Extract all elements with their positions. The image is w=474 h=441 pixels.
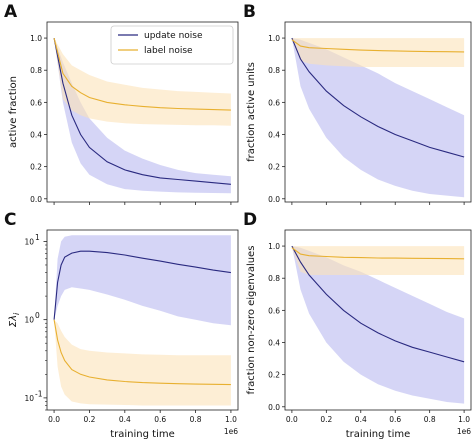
label-noise-band — [291, 246, 465, 275]
x-tick-label: 0.0 — [286, 415, 298, 424]
update-noise-line — [53, 250, 231, 320]
x-multiplier: 1e6 — [457, 427, 471, 436]
y-tick-label: 0.8 — [268, 274, 280, 283]
update-noise-band — [291, 246, 465, 404]
y-tick-label: 0.8 — [268, 66, 280, 75]
x-tick-label: 0.8 — [190, 415, 202, 424]
y-tick-label: 0.2 — [268, 163, 280, 172]
x-tick-label: 0.6 — [389, 415, 401, 424]
update-noise-line — [291, 37, 465, 158]
axes-frame — [46, 21, 239, 203]
label-noise-band — [291, 38, 465, 67]
y-tick-label: 0.6 — [30, 98, 42, 107]
panel-letter: B — [243, 2, 256, 22]
x-axis-label: training time — [110, 429, 175, 440]
y-tick-label: 0.2 — [268, 371, 280, 380]
y-axis-label-subscript: i — [12, 312, 21, 315]
label-noise-line — [291, 39, 465, 53]
panel-a: 0.0 0.2 0.4 0.6 0.8 1.0 active fraction Aupdate… — [4, 2, 239, 205]
y-tick-exponent: 0 — [35, 311, 40, 320]
x-tick-label: 0.4 — [355, 415, 367, 424]
x-tick-label: 0.6 — [154, 415, 166, 424]
update-noise-line — [291, 245, 465, 363]
panel-d: 0.0 0.2 0.4 0.6 0.8 1.0 0.0 0.2 0.4 0.6 0.8 1.0 trai… — [243, 210, 472, 440]
y-tick-label: 10 — [24, 316, 34, 325]
y-tick-label: 0.8 — [30, 66, 42, 75]
y-axis-label: fraction active units — [246, 62, 257, 162]
x-tick-label: 1.0 — [458, 415, 470, 424]
y-tick-label: 1.0 — [268, 242, 280, 251]
update-noise-band — [291, 38, 465, 198]
label-noise-line — [53, 319, 231, 386]
y-tick-exponent: 1 — [35, 233, 40, 242]
y-axis-label: fraction non-zero eigenvalues — [246, 246, 257, 395]
x-axis-label: training time — [346, 429, 411, 440]
x-multiplier: 1e6 — [224, 427, 238, 436]
panel-letter: C — [4, 210, 16, 230]
y-tick-label: 0.2 — [30, 163, 42, 172]
y-tick-label: 10 — [24, 394, 34, 403]
update-noise-line — [53, 37, 231, 185]
y-tick-label: 0.4 — [30, 131, 42, 140]
legend-label-label: label noise — [144, 46, 193, 56]
y-tick-exponent: -1 — [35, 389, 43, 398]
y-tick-label: 0.0 — [268, 403, 280, 412]
x-tick-label: 1.0 — [225, 415, 237, 424]
panel-letter: D — [243, 210, 257, 230]
y-tick-label: 10 — [24, 237, 34, 246]
y-tick-label: 1.0 — [268, 34, 280, 43]
legend-label-update: update noise — [144, 31, 203, 41]
y-tick-label: 0.0 — [30, 195, 42, 204]
y-axis-label: Σλi — [8, 312, 21, 327]
y-axis-label: active fraction — [8, 76, 19, 148]
update-noise-band — [54, 235, 231, 326]
label-noise-line — [291, 247, 465, 260]
y-tick-label: 0.4 — [268, 339, 280, 348]
y-tick-label: 0.0 — [268, 195, 280, 204]
x-tick-label: 0.2 — [83, 415, 95, 424]
panel-letter: A — [4, 2, 18, 22]
x-tick-label: 0.8 — [424, 415, 436, 424]
y-tick-label: 0.4 — [268, 131, 280, 140]
label-noise-line — [53, 37, 231, 111]
panel-b: 0.0 0.2 0.4 0.6 0.8 1.0 fraction active units B — [243, 2, 472, 205]
x-tick-label: 0.4 — [119, 415, 131, 424]
y-tick-label: 0.6 — [268, 98, 280, 107]
x-tick-label: 0.0 — [48, 415, 60, 424]
axes-frame — [284, 21, 472, 203]
axes-frame — [284, 229, 472, 411]
label-noise-band — [54, 319, 231, 406]
x-tick-label: 0.2 — [320, 415, 332, 424]
legend-box — [110, 25, 234, 65]
y-tick-label: 1.0 — [30, 34, 42, 43]
y-tick-label: 0.6 — [268, 306, 280, 315]
label-noise-band — [54, 38, 231, 126]
